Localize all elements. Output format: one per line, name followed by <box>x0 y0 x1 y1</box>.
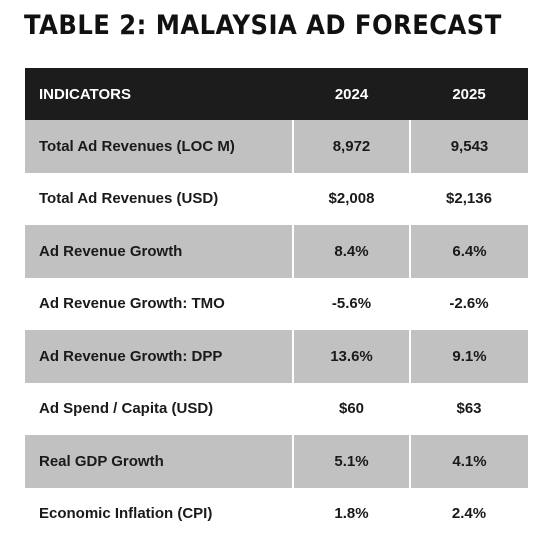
value-2025: 2.4% <box>410 487 528 540</box>
value-2024: 8,972 <box>292 120 410 173</box>
table-row: Ad Revenue Growth: DPP 13.6% 9.1% <box>25 330 528 383</box>
row-label: Ad Revenue Growth: TMO <box>25 277 293 330</box>
header-2025: 2025 <box>410 68 528 120</box>
row-label: Ad Spend / Capita (USD) <box>25 382 293 435</box>
header-indicators: INDICATORS <box>25 68 293 120</box>
value-2025: 9.1% <box>409 330 528 383</box>
table-title: TABLE 2: MALAYSIA AD FORECAST <box>24 10 502 41</box>
row-label: Total Ad Revenues (LOC M) <box>25 120 293 173</box>
value-2024: 13.6% <box>292 330 410 383</box>
value-2025: $63 <box>410 382 528 435</box>
value-2025: 9,543 <box>409 120 528 173</box>
value-2024: 1.8% <box>293 487 410 540</box>
row-label: Total Ad Revenues (USD) <box>25 172 293 225</box>
value-2024: $60 <box>293 382 410 435</box>
value-2025: 4.1% <box>409 435 528 488</box>
table-row: Total Ad Revenues (USD) $2,008 $2,136 <box>25 172 528 225</box>
table-row: Total Ad Revenues (LOC M) 8,972 9,543 <box>25 120 528 173</box>
row-label: Ad Revenue Growth <box>25 225 293 278</box>
table-row: Ad Spend / Capita (USD) $60 $63 <box>25 382 528 435</box>
forecast-table: INDICATORS 2024 2025 Total Ad Revenues (… <box>25 68 528 540</box>
value-2024: $2,008 <box>293 172 410 225</box>
table-row: Economic Inflation (CPI) 1.8% 2.4% <box>25 487 528 540</box>
value-2025: $2,136 <box>410 172 528 225</box>
value-2025: 6.4% <box>409 225 528 278</box>
row-label: Economic Inflation (CPI) <box>25 487 293 540</box>
value-2024: 8.4% <box>292 225 410 278</box>
table-row: Ad Revenue Growth 8.4% 6.4% <box>25 225 528 278</box>
row-label: Ad Revenue Growth: DPP <box>25 330 293 383</box>
value-2024: -5.6% <box>293 277 410 330</box>
row-label: Real GDP Growth <box>25 435 293 488</box>
table-header-row: INDICATORS 2024 2025 <box>25 68 528 120</box>
value-2025: -2.6% <box>410 277 528 330</box>
header-2024: 2024 <box>293 68 410 120</box>
value-2024: 5.1% <box>292 435 410 488</box>
table-row: Real GDP Growth 5.1% 4.1% <box>25 435 528 488</box>
table-row: Ad Revenue Growth: TMO -5.6% -2.6% <box>25 277 528 330</box>
